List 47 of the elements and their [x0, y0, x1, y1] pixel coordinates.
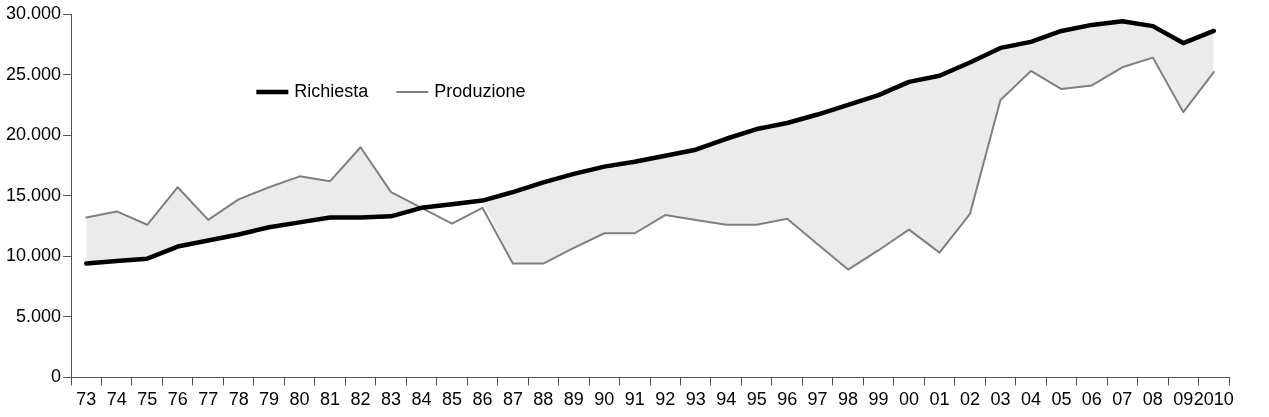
x-tick-label: 86 — [472, 389, 493, 410]
x-tick-label: 83 — [381, 389, 402, 410]
x-tick-label: 03 — [990, 389, 1011, 410]
x-tick-label: 93 — [685, 389, 706, 410]
y-tick-label: 5.000 — [16, 305, 62, 326]
x-tick-label: 73 — [76, 389, 97, 410]
x-tick-label: 82 — [350, 389, 371, 410]
x-tick-label: 97 — [807, 389, 828, 410]
x-tick-label: 80 — [289, 389, 310, 410]
x-tick-label: 02 — [959, 389, 980, 410]
y-tick-label: 0 — [51, 366, 62, 387]
legend-label: Produzione — [434, 80, 526, 101]
x-tick-label: 96 — [777, 389, 798, 410]
x-tick-label: 08 — [1142, 389, 1163, 410]
x-tick-label: 06 — [1081, 389, 1102, 410]
x-tick-label: 85 — [441, 389, 462, 410]
x-tick-label: 79 — [259, 389, 280, 410]
x-tick-label: 00 — [899, 389, 920, 410]
y-tick-label: 25.000 — [5, 63, 62, 84]
legend-label: Richiesta — [294, 80, 370, 101]
x-tick-label: 87 — [502, 389, 523, 410]
x-tick-label: 94 — [716, 389, 737, 410]
x-tick-label: 05 — [1051, 389, 1072, 410]
x-tick-label: 75 — [137, 389, 158, 410]
x-tick-label: 91 — [624, 389, 645, 410]
x-tick-label: 2010 — [1193, 389, 1234, 410]
y-tick-label: 30.000 — [5, 2, 62, 23]
x-tick-label: 88 — [533, 389, 554, 410]
x-tick-label: 09 — [1173, 389, 1194, 410]
y-tick-label: 15.000 — [5, 184, 62, 205]
x-tick-label: 01 — [929, 389, 950, 410]
x-tick-label: 98 — [838, 389, 859, 410]
y-tick-label: 20.000 — [5, 124, 62, 145]
x-tick-label: 81 — [320, 389, 341, 410]
y-tick-label: 10.000 — [5, 245, 62, 266]
x-tick-label: 76 — [167, 389, 188, 410]
x-tick-label: 89 — [563, 389, 584, 410]
x-tick-label: 77 — [198, 389, 219, 410]
x-tick-label: 95 — [746, 389, 767, 410]
x-tick-label: 74 — [106, 389, 127, 410]
x-tick-label: 99 — [868, 389, 889, 410]
x-tick-label: 92 — [655, 389, 676, 410]
x-tick-label: 04 — [1020, 389, 1041, 410]
x-tick-label: 07 — [1112, 389, 1133, 410]
x-tick-label: 78 — [228, 389, 249, 410]
x-tick-label: 90 — [594, 389, 615, 410]
x-tick-label: 84 — [411, 389, 432, 410]
